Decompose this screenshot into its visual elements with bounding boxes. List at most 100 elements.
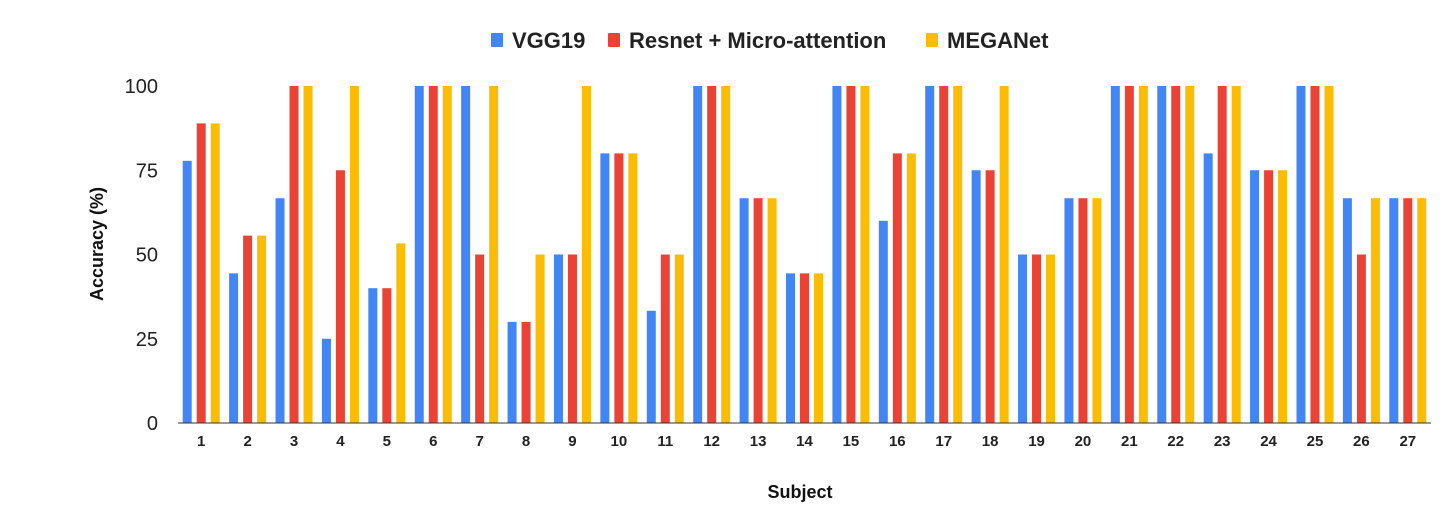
bar-vgg19-subject-6 (414, 86, 424, 423)
bar-resnet-micro-attention-subject-6 (428, 86, 438, 423)
bar-meganet-subject-25 (1324, 86, 1334, 423)
bar-meganet-subject-2 (257, 235, 267, 423)
x-axis-title: Subject (767, 482, 832, 502)
bar-resnet-micro-attention-subject-1 (196, 123, 206, 423)
bar-meganet-subject-4 (349, 86, 359, 423)
bar-vgg19-subject-8 (507, 321, 517, 423)
bar-vgg19-subject-23 (1203, 153, 1213, 423)
x-tick-label: 16 (889, 433, 906, 450)
legend-swatch-meganet (926, 33, 938, 47)
bar-resnet-micro-attention-subject-27 (1403, 198, 1413, 423)
y-axis-ticks: 0 25 50 75 100 (125, 76, 158, 435)
x-tick-label: 14 (796, 433, 813, 450)
y-tick-label: 100 (125, 76, 158, 98)
bar-meganet-subject-21 (1138, 86, 1148, 423)
bar-vgg19-subject-3 (275, 198, 285, 423)
bar-resnet-micro-attention-subject-20 (1078, 198, 1088, 423)
x-tick-label: 12 (703, 433, 720, 450)
x-axis-ticks: 1 2 3 4 5 6 7 8 9 10 11 12 13 14 15 16 17 18 19 20 21 22 23 24 2… (197, 433, 1416, 450)
bar-resnet-micro-attention-subject-16 (892, 153, 902, 423)
x-tick-label: 21 (1121, 433, 1138, 450)
bars (182, 86, 1427, 423)
x-tick-label: 19 (1028, 433, 1045, 450)
bar-meganet-subject-23 (1231, 86, 1241, 423)
bar-vgg19-subject-4 (321, 338, 331, 423)
bar-vgg19-subject-12 (693, 86, 703, 423)
bar-resnet-micro-attention-subject-24 (1264, 170, 1274, 423)
bar-vgg19-subject-13 (739, 198, 749, 423)
bar-meganet-subject-26 (1370, 198, 1380, 423)
bar-resnet-micro-attention-subject-9 (567, 254, 577, 423)
bar-vgg19-subject-7 (461, 86, 471, 423)
y-axis-title: Accuracy (%) (87, 187, 107, 301)
legend-label-vgg19: VGG19 (512, 28, 585, 53)
bar-meganet-subject-18 (999, 86, 1009, 423)
bar-meganet-subject-8 (535, 254, 545, 423)
bar-resnet-micro-attention-subject-4 (335, 170, 345, 423)
bar-resnet-micro-attention-subject-7 (475, 254, 485, 423)
x-tick-label: 6 (429, 433, 437, 450)
bar-vgg19-subject-27 (1389, 198, 1399, 423)
x-tick-label: 17 (935, 433, 952, 450)
y-tick-label: 25 (136, 329, 158, 351)
bar-resnet-micro-attention-subject-3 (289, 86, 299, 423)
bar-meganet-subject-20 (1092, 198, 1102, 423)
x-tick-label: 2 (243, 433, 251, 450)
y-tick-label: 0 (147, 413, 158, 435)
x-tick-label: 9 (568, 433, 576, 450)
legend: VGG19 Resnet + Micro-attention MEGANet (491, 28, 1049, 53)
x-tick-label: 1 (197, 433, 205, 450)
bar-resnet-micro-attention-subject-17 (939, 86, 949, 423)
x-tick-label: 5 (383, 433, 391, 450)
x-tick-label: 27 (1399, 433, 1416, 450)
bar-vgg19-subject-22 (1157, 86, 1167, 423)
bar-resnet-micro-attention-subject-23 (1217, 86, 1227, 423)
bar-resnet-micro-attention-subject-14 (800, 273, 809, 423)
bar-vgg19-subject-9 (553, 254, 563, 423)
bar-resnet-micro-attention-subject-15 (846, 86, 856, 423)
bar-resnet-micro-attention-subject-18 (985, 170, 995, 423)
bar-resnet-micro-attention-subject-13 (753, 198, 763, 423)
x-tick-label: 23 (1214, 433, 1231, 450)
bar-meganet-subject-16 (906, 153, 916, 423)
bar-resnet-micro-attention-subject-10 (614, 153, 624, 423)
bar-resnet-micro-attention-subject-25 (1310, 86, 1320, 423)
bar-resnet-micro-attention-subject-26 (1356, 254, 1366, 423)
bar-resnet-micro-attention-subject-19 (1032, 254, 1042, 423)
bar-resnet-micro-attention-subject-5 (382, 288, 392, 423)
bar-vgg19-subject-11 (646, 310, 656, 423)
bar-meganet-subject-12 (721, 86, 731, 423)
bar-meganet-subject-15 (860, 86, 870, 423)
legend-label-meganet: MEGANet (947, 28, 1049, 53)
bar-meganet-subject-13 (767, 198, 777, 423)
x-tick-label: 25 (1307, 433, 1324, 450)
bar-meganet-subject-9 (581, 86, 591, 423)
bar-vgg19-subject-5 (368, 288, 378, 423)
bar-resnet-micro-attention-subject-8 (521, 321, 531, 423)
bar-meganet-subject-5 (396, 243, 406, 423)
bar-vgg19-subject-19 (1018, 254, 1028, 423)
x-tick-label: 3 (290, 433, 298, 450)
x-tick-label: 10 (611, 433, 628, 450)
bar-meganet-subject-10 (628, 153, 638, 423)
bar-resnet-micro-attention-subject-2 (243, 235, 253, 423)
bar-vgg19-subject-25 (1296, 86, 1306, 423)
bar-meganet-subject-19 (1046, 254, 1056, 423)
bar-meganet-subject-27 (1417, 198, 1427, 423)
bar-resnet-micro-attention-subject-11 (660, 254, 670, 423)
x-tick-label: 26 (1353, 433, 1370, 450)
bar-vgg19-subject-10 (600, 153, 610, 423)
x-tick-label: 13 (750, 433, 767, 450)
x-tick-label: 20 (1075, 433, 1092, 450)
bar-meganet-subject-6 (442, 86, 452, 423)
y-tick-label: 75 (136, 160, 158, 182)
y-tick-label: 50 (136, 245, 158, 267)
x-tick-label: 15 (843, 433, 860, 450)
bar-vgg19-subject-17 (925, 86, 935, 423)
legend-swatch-resnet-micro-attention (608, 33, 620, 47)
x-tick-label: 4 (336, 433, 345, 450)
legend-swatch-vgg19 (491, 33, 503, 47)
bar-vgg19-subject-20 (1064, 198, 1074, 423)
bar-vgg19-subject-26 (1342, 198, 1352, 423)
